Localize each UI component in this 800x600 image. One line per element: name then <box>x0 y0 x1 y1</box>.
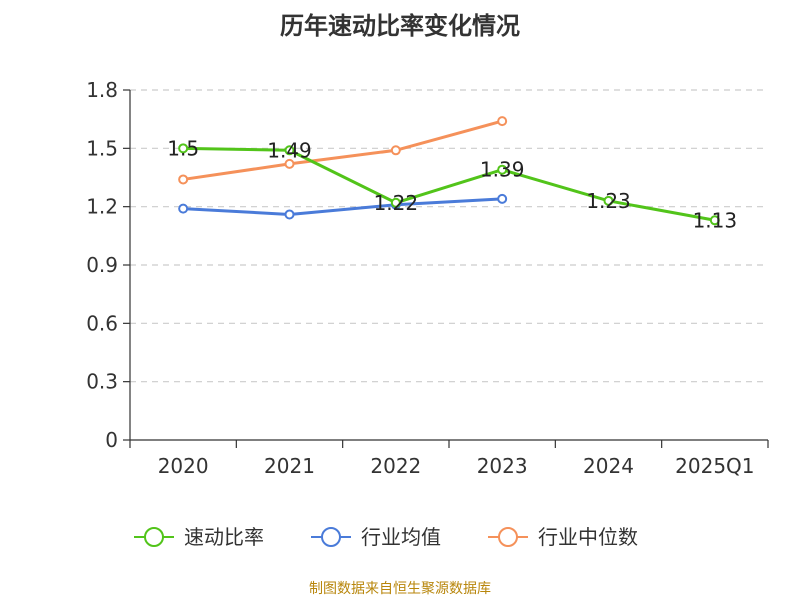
legend: 速动比率 行业均值 行业中位数 <box>134 525 638 549</box>
data-point <box>390 145 401 156</box>
data-point <box>284 209 295 220</box>
data-point <box>178 174 189 185</box>
data-point <box>603 195 614 206</box>
series-lines <box>178 116 720 226</box>
chart-title: 历年速动比率变化情况 <box>280 12 520 40</box>
data-label: 1.13 <box>693 208 738 232</box>
data-point <box>497 116 508 127</box>
series-line <box>183 146 716 222</box>
data-point <box>497 193 508 204</box>
series-line <box>183 197 503 216</box>
legend-label: 行业均值 <box>361 525 441 549</box>
legend-label: 行业中位数 <box>538 525 638 549</box>
x-tick-label: 2022 <box>370 454 421 478</box>
x-tick-label: 2020 <box>158 454 209 478</box>
data-point <box>284 145 295 156</box>
data-label: 1.23 <box>586 189 631 213</box>
axes: 0 0.3 0.6 0.9 1.2 1.5 1.8 2020 2021 2022 2023 2024 2… <box>86 78 769 478</box>
legend-swatch-marker <box>321 527 341 547</box>
data-point <box>284 158 295 169</box>
series-line <box>182 119 503 181</box>
x-tick-label: 2021 <box>264 454 315 478</box>
data-label: 1.39 <box>480 158 525 182</box>
x-tick-label: 2025Q1 <box>675 454 754 478</box>
legend-swatch-marker <box>144 527 164 547</box>
data-point <box>709 215 720 226</box>
source-note: 制图数据来自恒生聚源数据库 <box>309 581 491 597</box>
y-tick-label: 1.2 <box>86 195 118 219</box>
data-labels: 1.5 1.49 1.22 1.39 1.23 1.13 <box>167 136 737 232</box>
data-point <box>178 143 189 154</box>
x-tick-label: 2024 <box>583 454 634 478</box>
legend-label: 速动比率 <box>184 525 264 549</box>
y-tick-label: 0 <box>105 428 118 452</box>
y-tick-label: 1.5 <box>86 136 118 160</box>
data-label: 1.5 <box>167 136 199 160</box>
y-tick-label: 0.3 <box>86 370 118 394</box>
y-tick-label: 0.6 <box>86 311 118 335</box>
data-point <box>390 197 401 208</box>
data-point <box>497 164 508 175</box>
data-label: 1.49 <box>267 138 312 162</box>
legend-swatch-marker <box>498 527 518 547</box>
grid-lines <box>130 89 768 383</box>
data-label: 1.22 <box>374 191 419 215</box>
x-tick-label: 2023 <box>477 454 528 478</box>
data-point <box>178 203 189 214</box>
y-tick-label: 1.8 <box>86 78 118 102</box>
y-tick-label: 0.9 <box>86 253 118 277</box>
